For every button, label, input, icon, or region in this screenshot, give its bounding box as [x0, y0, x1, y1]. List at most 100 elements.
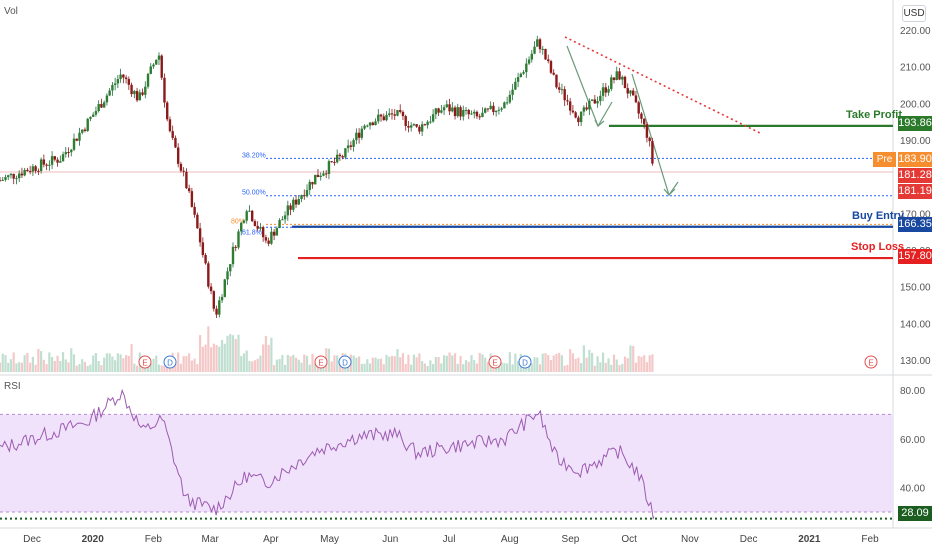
candle-body: [116, 79, 120, 84]
volume-bar: [286, 354, 289, 372]
candle-body: [193, 206, 196, 215]
volume-bar: [558, 352, 561, 372]
candle-body: [23, 169, 26, 176]
candle-body: [31, 166, 35, 172]
volume-bar: [533, 357, 536, 372]
volume-bar: [580, 363, 583, 372]
volume-bar: [177, 352, 180, 372]
volume-bar: [149, 363, 152, 372]
volume-bar: [599, 362, 602, 372]
event-circle: [488, 355, 502, 369]
candle-body: [283, 215, 287, 220]
candle-body: [483, 108, 487, 113]
volume-bar: [300, 362, 303, 372]
volume-bar: [385, 354, 388, 372]
candle-body: [355, 132, 358, 141]
volume-bar: [610, 364, 613, 372]
volume-bar: [18, 362, 21, 372]
candle-body: [530, 53, 533, 60]
time-tick-label: Jul: [443, 534, 456, 545]
candle-body: [585, 107, 588, 110]
volume-bar: [174, 363, 177, 372]
volume-bar: [40, 351, 43, 372]
candle-body: [17, 173, 21, 179]
candle-body: [155, 59, 158, 65]
candle-body: [9, 173, 13, 176]
candle-body: [489, 105, 492, 110]
volume-bar: [1, 353, 4, 372]
candle-body: [623, 76, 627, 89]
rsi-tick-label: 40.00: [900, 484, 925, 495]
volume-bar: [130, 344, 133, 372]
candle-body: [281, 219, 284, 221]
time-tick-label: Dec: [23, 534, 41, 545]
volume-bar: [360, 363, 363, 372]
candle-body: [382, 116, 385, 121]
volume-bar: [12, 352, 15, 372]
volume-bar: [530, 363, 533, 372]
volume-bar: [552, 355, 555, 372]
volume-bar: [456, 363, 459, 372]
volume-bar: [508, 352, 511, 372]
volume-bar: [50, 357, 54, 372]
candle-body: [141, 92, 144, 95]
candle-body: [568, 101, 572, 111]
currency-button[interactable]: USD: [902, 5, 926, 22]
candle-body: [146, 73, 150, 87]
take-profit-label: Take Profit: [846, 109, 903, 121]
event-label: D: [167, 359, 173, 368]
volume-bar: [86, 365, 89, 372]
candle-body: [610, 77, 613, 90]
volume-bar: [209, 347, 213, 372]
candle-body: [566, 100, 569, 102]
volume-bar: [114, 360, 117, 372]
volume-bar: [9, 359, 13, 372]
candle-body: [459, 107, 462, 117]
trend-annotations: [564, 36, 763, 197]
candle-body: [250, 210, 254, 222]
rsi-band: [0, 413, 893, 520]
candle-body: [37, 170, 40, 172]
volume-bar: [160, 365, 163, 372]
event-circle: [138, 355, 152, 369]
buy-entry-label: Buy Entry: [852, 210, 904, 222]
volume-bar: [48, 352, 51, 372]
volume-bar: [127, 355, 130, 372]
candle-body: [385, 114, 388, 121]
volume-bar: [615, 359, 618, 372]
volume-bar: [432, 363, 435, 372]
candle-body: [157, 55, 161, 60]
candle-body: [418, 126, 421, 132]
price-tick-label: 190.00: [900, 136, 931, 147]
candle-body: [89, 116, 92, 119]
candle-body: [305, 189, 309, 197]
volume-bar: [525, 365, 528, 372]
volume-bar: [72, 354, 76, 372]
volume-bar: [245, 350, 248, 372]
volume-bar: [503, 363, 506, 372]
candle-body: [626, 88, 629, 94]
candle-body: [533, 46, 536, 54]
volume-bar: [294, 357, 298, 372]
candle-body: [497, 109, 501, 111]
fib-label: 80%: [231, 218, 245, 225]
volume-bar: [4, 355, 7, 372]
volume-bar: [220, 339, 224, 372]
volume-bar: [253, 360, 257, 372]
candle-body: [226, 271, 229, 280]
candle-body: [500, 108, 503, 110]
volume-bar: [133, 363, 136, 372]
volume-bar: [182, 356, 185, 372]
volume-bar: [399, 357, 402, 372]
candle-body: [396, 110, 399, 116]
candle-body: [102, 102, 106, 108]
rsi-tick-label: 80.00: [900, 386, 925, 397]
candle-body: [388, 113, 391, 115]
candle-body: [59, 161, 62, 163]
candle-body: [494, 110, 498, 113]
candle-body: [267, 240, 270, 244]
candle-body: [135, 90, 139, 101]
candle-body: [215, 308, 218, 315]
volume-bar: [26, 353, 29, 372]
